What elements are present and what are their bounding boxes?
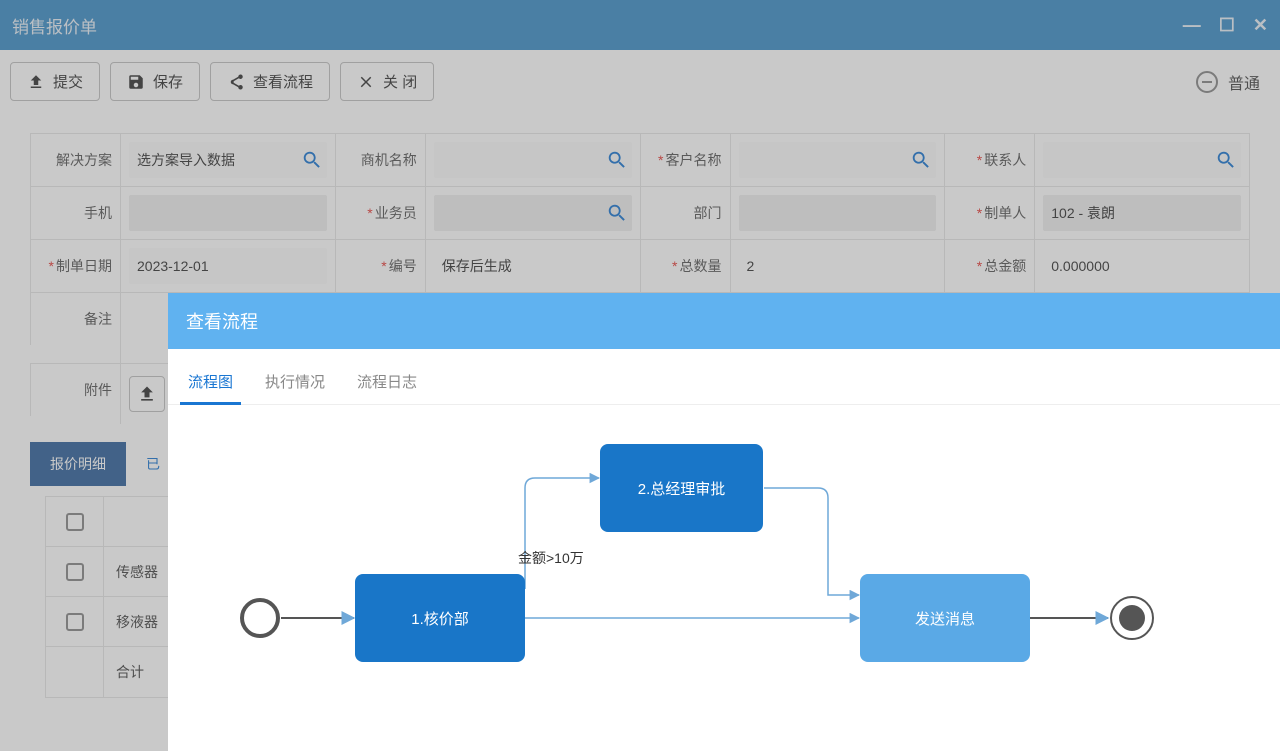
modal-tabs: 流程图 执行情况 流程日志	[168, 361, 1280, 405]
flowchart-node-2[interactable]: 2.总经理审批	[600, 444, 763, 532]
tab-log[interactable]: 流程日志	[355, 361, 419, 404]
flowchart-start-node	[240, 598, 280, 638]
flowchart-node-1[interactable]: 1.核价部	[355, 574, 525, 662]
tab-execution[interactable]: 执行情况	[263, 361, 327, 404]
process-modal: 查看流程 流程图 执行情况 流程日志 1.核价部 2.总经理审批 发送消息	[168, 293, 1280, 751]
flowchart-node-3[interactable]: 发送消息	[860, 574, 1030, 662]
flowchart-edge-label: 金额>10万	[518, 548, 584, 568]
flowchart-end-node	[1110, 596, 1154, 640]
modal-title: 查看流程	[168, 293, 1280, 349]
tab-flowchart[interactable]: 流程图	[186, 361, 235, 404]
flowchart-canvas: 1.核价部 2.总经理审批 发送消息 金额>10万	[168, 405, 1280, 725]
